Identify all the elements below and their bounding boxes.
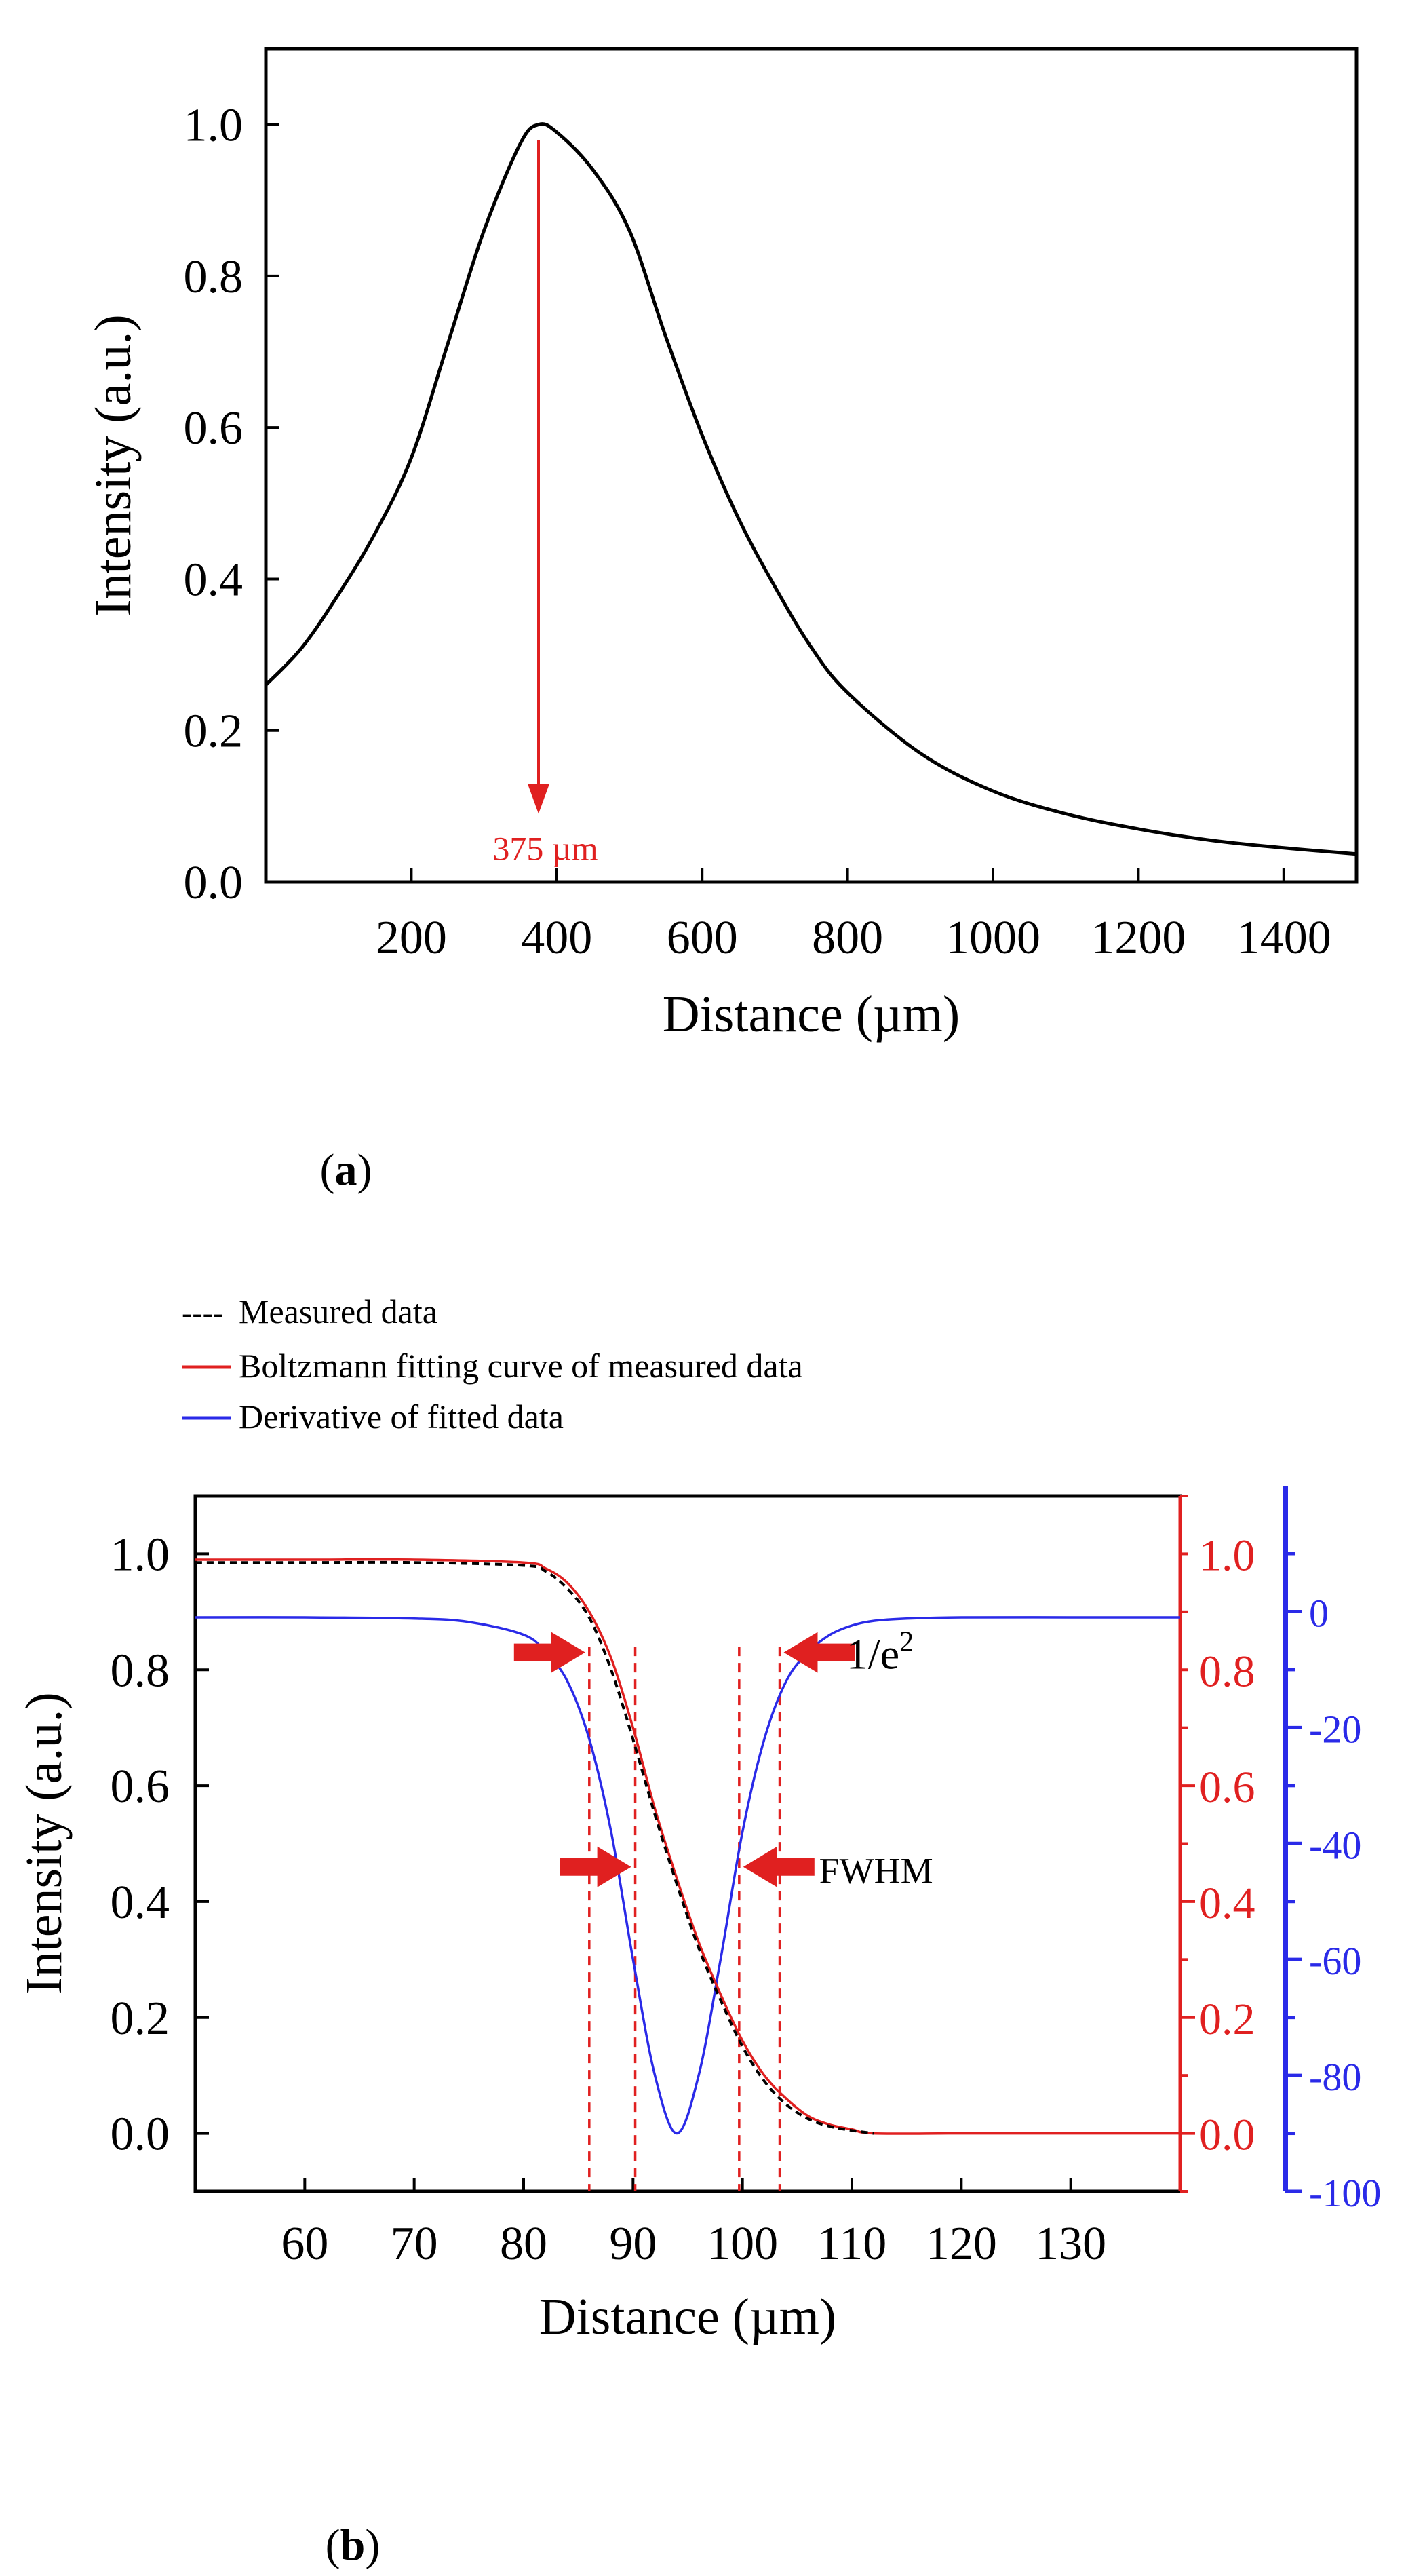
panel-b-y-tick-label: 1.0: [111, 1529, 170, 1581]
panel-b-y3-tick-label: -80: [1309, 2055, 1361, 2099]
panel-a-y-tick-label: 0.6: [184, 402, 243, 455]
panel-a-y-tick-label: 0.2: [184, 706, 243, 758]
panel-a-y-tick-label: 0.8: [184, 251, 243, 303]
panel-a-x-tick-label: 200: [376, 912, 447, 964]
panel-b-y3-tick-label: -60: [1309, 1939, 1361, 1983]
panel-b-x-tick-label: 90: [609, 2218, 657, 2270]
panel-b-x-axis-label: Distance (µm): [539, 2288, 836, 2345]
panel-b-x-tick-label: 70: [391, 2218, 438, 2270]
panel-b-y2-tick-label: 0.4: [1199, 1879, 1255, 1928]
panel-b-x-tick-label: 60: [281, 2218, 328, 2270]
panel-b-x-tick-label: 130: [1035, 2218, 1106, 2270]
panel-b-caption: (b): [326, 2520, 380, 2570]
panel-b-y2-tick-label: 0.6: [1199, 1763, 1255, 1812]
panel-a-x-tick-label: 600: [667, 912, 738, 964]
panel-b-y3-tick-label: -100: [1309, 2171, 1381, 2215]
panel-a-y-ticks: 0.0 0.2 0.4 0.6 0.8 1.0: [184, 100, 279, 909]
panel-b-width-arrow-right: [513, 1632, 585, 1673]
panel-a-intensity-line: [265, 122, 1357, 856]
panel-b-x-tick-label: 100: [707, 2218, 778, 2270]
panel-b-width-arrow-right: [560, 1846, 631, 1887]
panel-b-y3-tick-label: -40: [1309, 1823, 1361, 1867]
panel-b-y-tick-label: 0.4: [111, 1877, 170, 1929]
panel-b-annotations: 1/e2 FWHM: [513, 1627, 933, 1891]
legend-marker-dashed: ----: [182, 1295, 223, 1330]
panel-b-y-tick-label: 0.6: [111, 1761, 170, 1813]
panel-b-caption-letter: b: [340, 2520, 366, 2570]
panel-a-y-axis-label: Intensity (a.u.): [85, 314, 142, 616]
panel-b-y2-tick-label: 1.0: [1199, 1531, 1255, 1580]
annotation-superscript: 2: [899, 1627, 914, 1658]
panel-b-y2-tick-label: 0.2: [1199, 1995, 1255, 2044]
panel-a-peak-arrow-head: [528, 784, 549, 814]
panel-b-y-tick-label: 0.8: [111, 1645, 170, 1697]
panel-b-y-ticks: 0.0 0.2 0.4 0.6 0.8 1.0: [111, 1529, 209, 2161]
legend-entry-label: Measured data: [239, 1292, 437, 1330]
panel-b-1-over-e2-label: 1/e2: [846, 1627, 914, 1678]
annotation-text: 1/e: [846, 1630, 899, 1678]
panel-b-y3-ticks: 0 -20 -40 -60 -80 -100: [1285, 1552, 1381, 2215]
panel-b-x-ticks: 60 70 80 90 100 110 120 130: [281, 2178, 1106, 2270]
panel-a-y-tick-label: 1.0: [184, 100, 243, 152]
panel-b-fwhm-label: FWHM: [819, 1851, 933, 1891]
panel-b-width-arrow-left: [743, 1846, 815, 1887]
panel-b-x-tick-label: 110: [817, 2218, 886, 2270]
panel-b-y3-tick-label: -20: [1309, 1707, 1361, 1751]
panel-a-x-tick-label: 800: [812, 912, 883, 964]
panel-b-width-arrow-left: [783, 1632, 855, 1673]
panel-a-y-tick-label: 0.4: [184, 554, 243, 606]
panel-b-y-tick-label: 0.2: [111, 1993, 170, 2045]
panel-a-x-axis-label: Distance (µm): [663, 986, 960, 1043]
panel-a-chart: 200 400 600 800 1000 1200 1400 0.0 0.2 0.4 0.6 0.8…: [85, 47, 1359, 1195]
panel-b-y2-tick-label: 0.0: [1199, 2111, 1255, 2160]
legend-entry-label: Derivative of fitted data: [239, 1398, 564, 1436]
panel-a-caption: (a): [320, 1145, 372, 1195]
panel-b-x-tick-label: 120: [926, 2218, 997, 2270]
legend-entry-label: Boltzmann fitting curve of measured data: [239, 1347, 803, 1385]
panel-b-legend: ---- Measured data Boltzmann fitting curve…: [182, 1292, 803, 1436]
panel-b-derivative-line: [195, 1616, 1180, 2135]
panel-a-x-tick-label: 1200: [1091, 912, 1186, 964]
panel-b-y-axis-label: Intensity (a.u.): [16, 1692, 73, 1994]
panel-b-y3-tick-label: 0: [1309, 1591, 1329, 1635]
panel-b-y2-ticks: 0.0 0.2 0.4 0.6 0.8 1.0: [1180, 1495, 1255, 2193]
panel-b-chart: ---- Measured data Boltzmann fitting curve…: [16, 1292, 1381, 2570]
panel-a-x-tick-label: 1400: [1236, 912, 1331, 964]
panel-a-caption-letter: a: [335, 1145, 357, 1195]
panel-a-annotations: 375 µm: [492, 139, 598, 868]
panel-a-x-tick-label: 1000: [945, 912, 1040, 964]
panel-b-y-tick-label: 0.0: [111, 2109, 170, 2161]
panel-b-measured-data-line: [195, 1560, 874, 2135]
panel-b-y2-tick-label: 0.8: [1199, 1647, 1255, 1696]
panel-a-plot-frame: [264, 47, 1359, 884]
panel-a-x-tick-label: 400: [521, 912, 592, 964]
panel-a-peak-label: 375 µm: [492, 830, 598, 868]
panel-a-y-tick-label: 0.0: [184, 857, 243, 909]
panel-b-series: [195, 1558, 1180, 2191]
panel-b-x-tick-label: 80: [500, 2218, 547, 2270]
panel-a-x-ticks: 200 400 600 800 1000 1200 1400: [376, 868, 1331, 964]
annotation-text: FWHM: [819, 1851, 933, 1891]
